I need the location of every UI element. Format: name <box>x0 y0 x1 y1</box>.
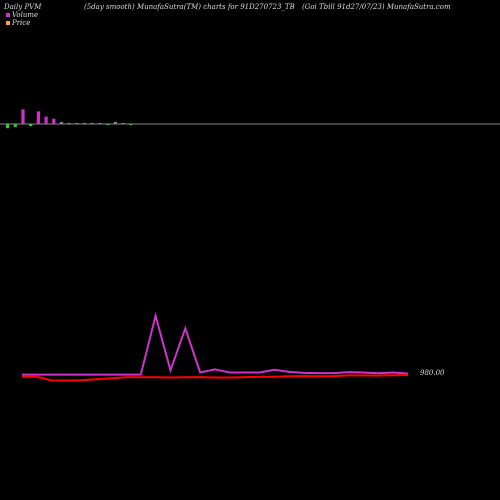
legend-price-label: Price <box>12 19 31 27</box>
volume-bar <box>106 124 110 126</box>
volume-bar <box>121 122 125 124</box>
header-center: (5day smooth) MunafaSutra(TM) charts for… <box>84 3 295 11</box>
volume-bar <box>29 124 33 127</box>
legend-volume-label: Volume <box>12 11 39 19</box>
legend-price: Price <box>6 19 30 27</box>
legend-volume: Volume <box>6 11 38 19</box>
volume-bar <box>44 116 48 124</box>
volume-bar <box>36 111 40 124</box>
volume-bar <box>67 122 71 124</box>
legend-volume-swatch <box>6 13 10 17</box>
header-right: (Goi Tbill 91d27/07/23) MunafaSutra.com <box>302 3 451 11</box>
price-panel: 980.00 <box>22 311 445 382</box>
price-line <box>22 374 409 382</box>
volume-bar <box>98 123 102 124</box>
volume-bar <box>83 122 87 124</box>
volume-bar <box>75 122 79 124</box>
smooth-line <box>22 311 409 376</box>
header-left: Daily PVM <box>4 3 42 11</box>
volume-bar <box>52 118 56 124</box>
volume-panel <box>0 109 500 129</box>
legend-price-swatch <box>6 21 10 25</box>
volume-bar <box>129 124 133 126</box>
volume-bar <box>13 124 17 128</box>
volume-bar <box>21 109 25 124</box>
volume-bar <box>113 121 117 124</box>
volume-bar <box>59 121 64 124</box>
volume-bar <box>6 124 10 129</box>
price-last-label: 980.00 <box>420 369 445 377</box>
volume-bar <box>90 122 94 124</box>
